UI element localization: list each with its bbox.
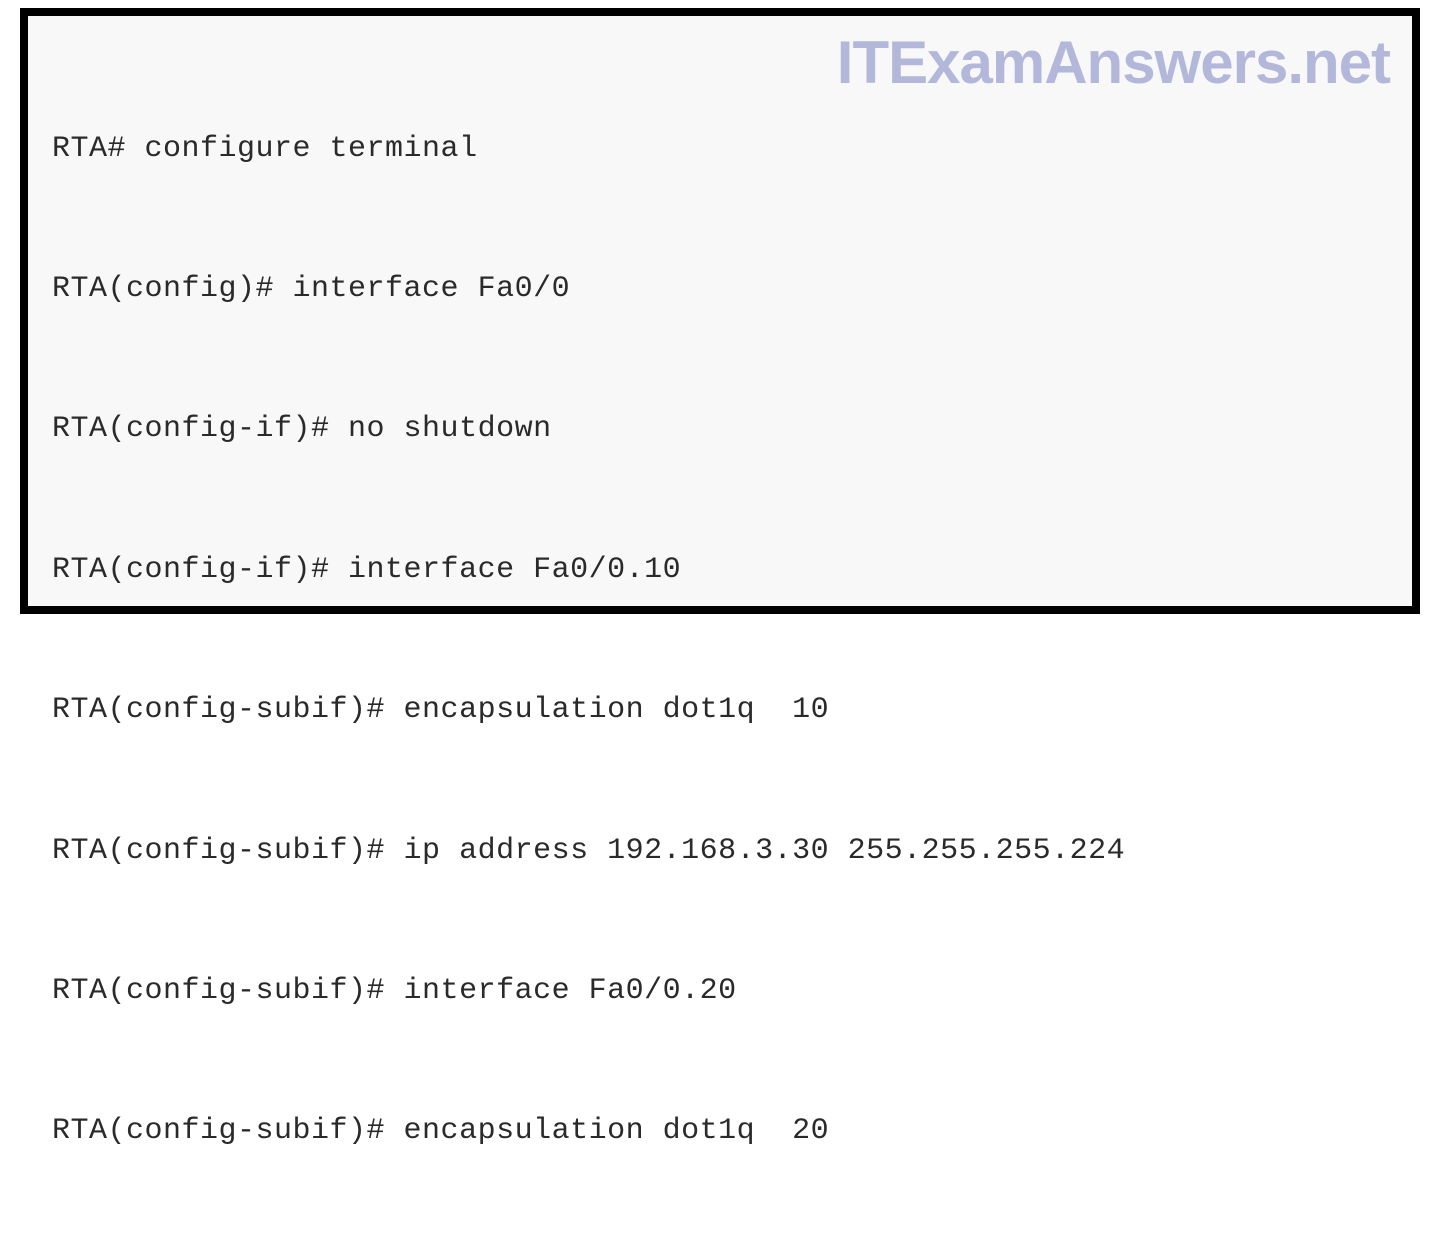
terminal-output: RTA# configure terminal RTA(config)# int… (52, 32, 1388, 1244)
terminal-line: RTA(config-subif)# ip address 192.168.3.… (52, 828, 1388, 875)
terminal-line: RTA(config-if)# interface Fa0/0.10 (52, 547, 1388, 594)
terminal-line: RTA(config-subif)# interface Fa0/0.20 (52, 968, 1388, 1015)
terminal-line: RTA(config-subif)# encapsulation dot1q 2… (52, 1108, 1388, 1155)
terminal-line: RTA(config-if)# no shutdown (52, 406, 1388, 453)
terminal-window: ITExamAnswers.net RTA# configure termina… (20, 8, 1420, 614)
terminal-line: RTA(config)# interface Fa0/0 (52, 266, 1388, 313)
terminal-line: RTA# configure terminal (52, 126, 1388, 173)
terminal-line: RTA(config-subif)# encapsulation dot1q 1… (52, 687, 1388, 734)
